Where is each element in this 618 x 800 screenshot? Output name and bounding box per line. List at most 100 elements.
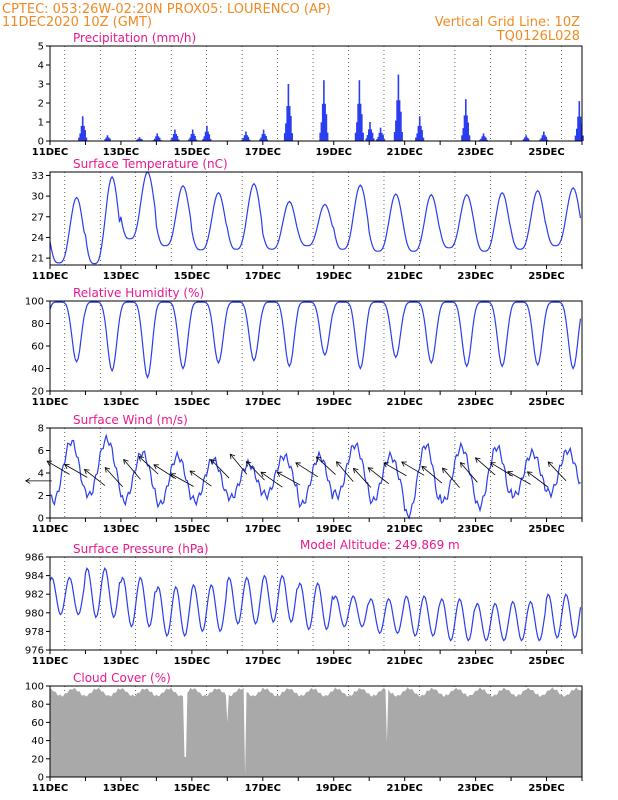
cloud-cover-panel: 0 20 40 60 80 100 11DEC 13DEC 15DEC 17DEC 19DEC 21D… (25, 671, 583, 794)
x-tick-label: 25DEC (528, 656, 564, 667)
wind-arrow-head (295, 462, 301, 468)
precip-bar (265, 136, 267, 141)
precip-bar (461, 135, 463, 141)
precip-bar (468, 135, 471, 141)
x-tick-label: 21DEC (386, 397, 422, 408)
wind-arrow-head (421, 465, 427, 472)
y-tick-label: 33 (31, 171, 44, 182)
x-tick-label: 23DEC (457, 524, 493, 535)
wind-arrow (246, 461, 265, 481)
precip-bar (539, 139, 541, 141)
precip-bar (527, 138, 530, 141)
wind-arrow (316, 456, 336, 475)
precip-bar (80, 125, 83, 141)
x-tick-label: 19DEC (316, 147, 352, 158)
x-tick-label: 13DEC (103, 524, 139, 535)
precip-bar (368, 129, 370, 141)
wind-arrow-head (383, 462, 389, 468)
precip-bar (241, 139, 243, 141)
panel-frame (49, 685, 583, 778)
precip-bar (540, 138, 543, 141)
precip-bar (109, 138, 111, 141)
precip-bar (522, 139, 525, 141)
run-datetime: 11DEC2020 10Z (GMT) (2, 15, 152, 30)
cloud-cover-area (50, 687, 582, 777)
precip-bar (582, 135, 584, 141)
precip-bar (195, 139, 198, 141)
x-tick-label: 19DEC (316, 524, 352, 535)
wind-arrow-head (401, 461, 407, 467)
y-tick-label: 4 (38, 469, 44, 480)
precip-bar (467, 122, 469, 141)
x-tick-label: 13DEC (103, 147, 139, 158)
precip-bar (420, 125, 422, 141)
wind-arrow-head (104, 467, 111, 473)
x-tick-label: 19DEC (316, 783, 352, 794)
precip-bar (138, 137, 141, 141)
x-tick-label: 17DEC (245, 656, 281, 667)
wind-arrow (277, 472, 301, 486)
wind-panel: 0 2 4 6 8 11DEC 13DEC 15DEC 17DEC 19DEC 21DEC 23DEC… (24, 413, 583, 535)
precip-bar (577, 116, 579, 141)
wind-arrow-head (153, 464, 159, 470)
y-tick-label: 60 (31, 718, 44, 729)
x-tick-label: 13DEC (103, 271, 139, 282)
precip-bar (481, 136, 484, 141)
x-tick-label: 15DEC (174, 656, 210, 667)
x-tick-label: 15DEC (174, 524, 210, 535)
x-tick-label: 17DEC (245, 524, 281, 535)
wind-arrow-head (474, 457, 481, 463)
precip-bar (81, 116, 84, 141)
panel-frame (49, 171, 583, 266)
x-tick-label: 11DEC (32, 397, 68, 408)
wind-arrow (383, 462, 407, 477)
precip-bar (83, 125, 85, 141)
wind-arrow (189, 470, 212, 487)
station-header: CPTEC: 053:26W-02:20N PROX05: LOURENCO (… (2, 2, 331, 17)
x-tick-label: 23DEC (457, 783, 493, 794)
precip-bar (576, 128, 578, 141)
precip-bar (290, 115, 292, 141)
wind-arrow (475, 457, 496, 476)
x-tick-label: 25DEC (528, 397, 564, 408)
precip-bar (579, 116, 582, 141)
precip-bar (524, 137, 526, 141)
wind-arrow-head (315, 456, 322, 462)
precip-bar (189, 137, 191, 141)
x-tick-label: 13DEC (103, 656, 139, 667)
precip-bar (243, 135, 246, 141)
wind-arrow-head (260, 471, 267, 477)
precip-bar (246, 135, 248, 141)
precip-bar (175, 134, 177, 141)
y-tick-label: 4 (38, 61, 44, 72)
y-tick-label: 3 (38, 80, 44, 91)
x-tick-label: 25DEC (528, 271, 564, 282)
y-tick-label: 40 (31, 736, 44, 747)
x-tick-label: 23DEC (457, 656, 493, 667)
x-tick-label: 25DEC (528, 524, 564, 535)
precip-bar (319, 132, 321, 141)
wind-arrow-head (210, 458, 216, 465)
precip-bar (462, 128, 465, 141)
precip-bar (84, 130, 86, 141)
precip-bar (546, 139, 549, 141)
precip-bar (78, 137, 80, 141)
precip-bar (283, 133, 286, 141)
wind-arrow-head (170, 473, 176, 479)
precip-bar (321, 103, 324, 141)
precip-bar (401, 132, 403, 141)
precip-bar (356, 122, 358, 141)
wind-arrow (84, 469, 106, 486)
precip-bar (141, 139, 143, 141)
wind-arrow-head (24, 477, 31, 484)
precip-bar (421, 130, 423, 141)
precip-bar (320, 122, 323, 141)
wind-arrow (353, 468, 372, 488)
wind-arrow (401, 461, 425, 476)
y-tick-label: 8 (38, 424, 44, 435)
precip-bar (578, 101, 581, 141)
precip-bar (208, 134, 211, 141)
precip-bar (261, 134, 264, 141)
wind-arrow (104, 467, 124, 488)
y-tick-label: 5 (38, 42, 44, 53)
